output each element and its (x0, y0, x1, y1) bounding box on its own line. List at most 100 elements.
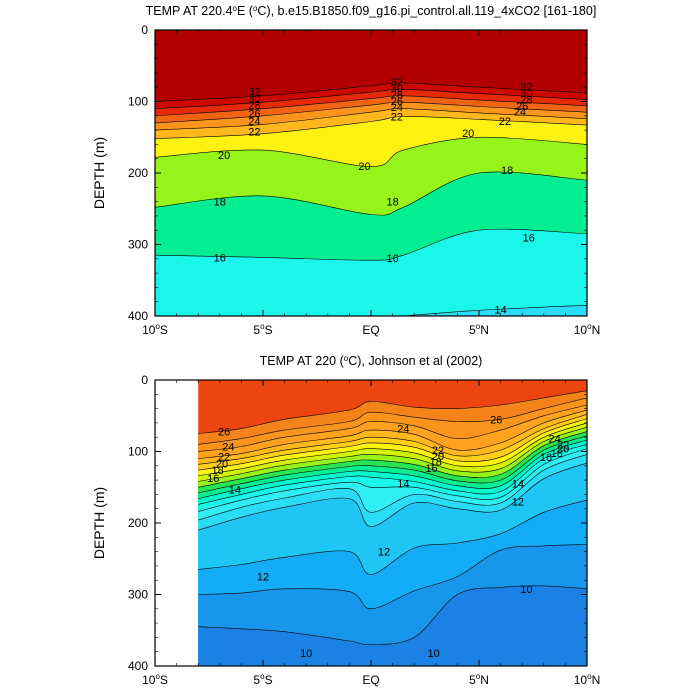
x-tick-label: 10oS (142, 672, 168, 687)
isotherm-24 (198, 409, 587, 459)
x-tick-label: 10oN (574, 672, 600, 687)
contour-label: 28 (248, 100, 260, 112)
isotherm-20 (198, 426, 587, 482)
fill-band-14 (403, 305, 587, 316)
contour-label: 22 (557, 439, 569, 451)
contour-label: 16 (523, 232, 535, 244)
contour-label: 28 (520, 94, 532, 106)
contour-label: 20 (218, 150, 230, 162)
contour-label: 18 (386, 197, 398, 209)
contour-label: 24 (248, 116, 260, 128)
x-tick-label: 10oN (574, 322, 600, 337)
contour-label: 26 (516, 101, 528, 113)
contour-label: 20 (432, 451, 444, 463)
contour-label: 24 (397, 424, 409, 436)
isotherm-23 (198, 414, 587, 465)
contour-label: 12 (512, 497, 524, 509)
contour-label: 26 (391, 96, 403, 108)
panel-title: TEMP AT 220.4oE (oC), b.e15.B1850.f09_g1… (146, 4, 597, 18)
contour-lines (198, 390, 587, 645)
contour-label: 20 (557, 444, 569, 456)
contour-label: 30 (248, 93, 260, 105)
isotherm-24 (155, 108, 587, 131)
isotherm-22 (155, 116, 587, 139)
isotherm-19 (198, 431, 587, 488)
contour-label: 10 (300, 648, 312, 660)
y-tick-label: 0 (141, 373, 148, 387)
fill-band-16 (155, 229, 587, 316)
x-tick-label: EQ (362, 323, 379, 337)
contour-label: 18 (214, 197, 226, 209)
x-tick-label: 5oN (469, 322, 489, 337)
contour-label: 22 (248, 127, 260, 139)
filled-contours (155, 30, 587, 316)
isotherm-32 (155, 82, 587, 102)
contour-label: 18 (211, 465, 223, 477)
isotherm-18 (198, 435, 587, 494)
fill-band-10 (198, 585, 587, 666)
contour-label: 14 (512, 479, 524, 491)
isotherm-28 (155, 95, 587, 117)
contour-label: 22 (499, 116, 511, 128)
y-tick-label: 0 (141, 23, 148, 37)
y-tick-label: 100 (128, 445, 148, 459)
x-tick-label: 5oS (253, 322, 272, 337)
contour-label: 24 (222, 442, 234, 454)
contour-label: 14 (229, 484, 241, 496)
contour-label: 24 (548, 434, 560, 446)
y-tick-label: 300 (128, 238, 148, 252)
contour-label: 16 (214, 252, 226, 264)
contour-label: 18 (430, 457, 442, 469)
contour-label: 14 (494, 305, 506, 317)
x-tick-label: EQ (362, 673, 379, 687)
x-tick-label: 5oS (253, 672, 272, 687)
y-tick-label: 200 (128, 166, 148, 180)
contour-label: 16 (207, 473, 219, 485)
isotherm-30 (155, 88, 587, 109)
isotherm-14 (399, 305, 587, 316)
contour-label: 18 (551, 448, 563, 460)
contour-label: 30 (391, 83, 403, 95)
contour-label: 24 (514, 107, 526, 119)
contour-label: 32 (248, 87, 260, 99)
contour-label: 16 (425, 463, 437, 475)
y-tick-label: 400 (128, 309, 148, 323)
y-tick-label: 200 (128, 516, 148, 530)
contour-label: 28 (391, 89, 403, 101)
isotherm-22 (198, 418, 587, 471)
contour-label: 24 (391, 102, 403, 114)
filled-contours (198, 380, 587, 666)
panel-observations: TEMP AT 220 (oC), Johnson et al (2002) 2… (91, 354, 600, 687)
contour-label: 26 (490, 414, 502, 426)
isotherm-16 (198, 444, 587, 505)
y-tick-label: 100 (128, 95, 148, 109)
isotherm-26 (198, 397, 587, 445)
isotherm-27 (198, 390, 587, 434)
contour-label: 32 (391, 77, 403, 89)
y-tick-label: 400 (128, 659, 148, 673)
contour-label: 12 (378, 547, 390, 559)
isotherm-10 (198, 585, 587, 645)
contour-label: 26 (248, 109, 260, 121)
contour-label: 20 (358, 161, 370, 173)
isotherm-20 (155, 136, 587, 167)
contour-label: 10 (520, 584, 532, 596)
panel-model: TEMP AT 220.4oE (oC), b.e15.B1850.f09_g1… (91, 4, 600, 337)
isotherm-13 (198, 462, 587, 531)
isotherm-26 (155, 101, 587, 124)
contour-label: 16 (386, 253, 398, 265)
contour-label: 30 (520, 88, 532, 100)
contour-lines (155, 82, 587, 316)
contour-label: 26 (218, 427, 230, 439)
contour-label: 16 (540, 452, 552, 464)
panel-title: TEMP AT 220 (oC), Johnson et al (2002) (260, 354, 483, 368)
y-tick-label: 300 (128, 588, 148, 602)
contour-label: 20 (216, 459, 228, 471)
contour-label: 20 (462, 128, 474, 140)
contour-label: 22 (218, 452, 230, 464)
y-axis-label: DEPTH (m) (91, 137, 107, 209)
contour-label: 22 (432, 445, 444, 457)
isotherm-14 (198, 454, 587, 521)
